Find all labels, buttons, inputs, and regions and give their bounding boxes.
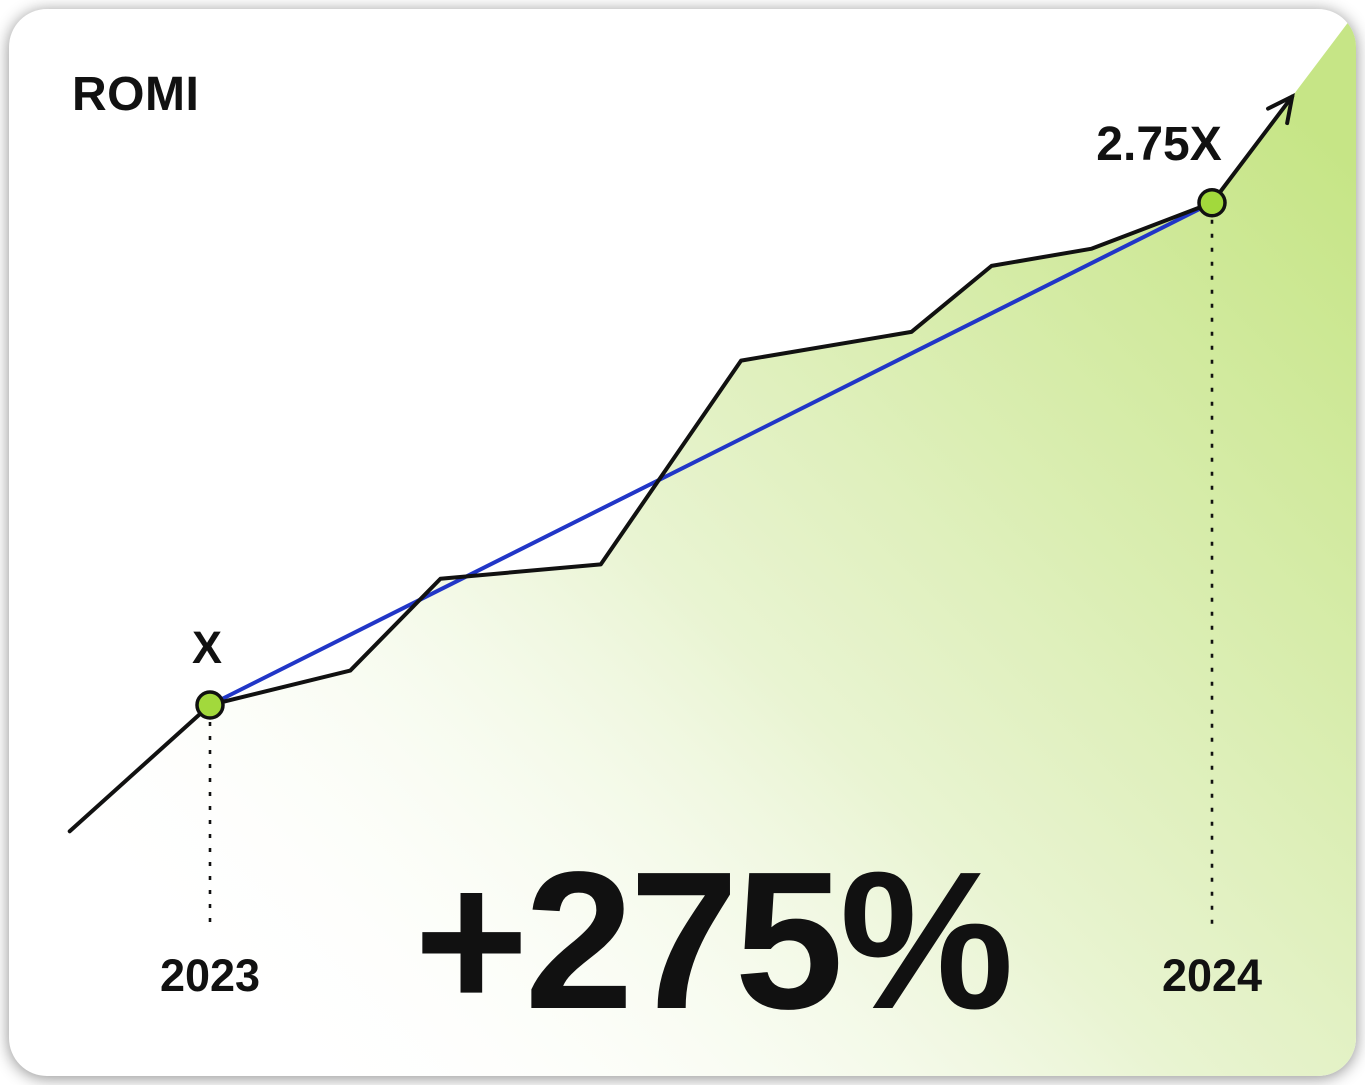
chart-title: ROMI xyxy=(72,68,200,121)
marker-dot-start xyxy=(195,690,225,720)
start-point-label: X xyxy=(191,622,223,673)
romi-chart xyxy=(67,11,1356,1076)
trend-line xyxy=(209,200,1213,707)
end-point-label: 2.75X xyxy=(1096,118,1222,171)
romi-line xyxy=(67,94,1295,834)
area-fill xyxy=(69,11,1356,1076)
marker-dot-end xyxy=(1197,188,1227,218)
romi-card: ROMI X 2.75X 2023 2024 +275% xyxy=(9,9,1356,1076)
growth-arrow-head-icon xyxy=(1266,92,1295,126)
growth-value: +275% xyxy=(414,831,1014,1050)
x-tick-2024: 2024 xyxy=(1161,950,1263,1001)
x-tick-2023: 2023 xyxy=(159,950,261,1001)
